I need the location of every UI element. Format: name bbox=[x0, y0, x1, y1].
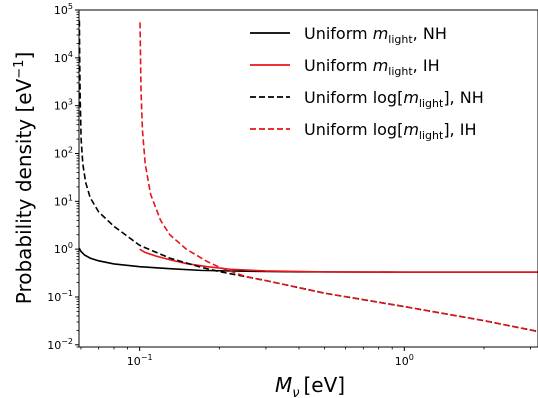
legend: Uniform mlight, NH Uniform mlight, IH Unif… bbox=[250, 24, 484, 142]
x-tick-label: 10−1 bbox=[127, 353, 153, 368]
x-tick-label: 100 bbox=[395, 353, 414, 368]
series-line-4 bbox=[139, 22, 538, 333]
series-layer bbox=[79, 20, 538, 333]
y-tick-label: 103 bbox=[54, 98, 73, 113]
y-tick-label: 105 bbox=[54, 2, 73, 17]
y-tick-label: 101 bbox=[54, 193, 73, 208]
x-axis-label-sub: ν bbox=[292, 386, 299, 398]
y-tick-label: 102 bbox=[54, 145, 73, 160]
y-axis-label-main: Probability density [eV bbox=[12, 78, 36, 304]
legend-label-2: Uniform mlight, IH bbox=[304, 56, 440, 78]
y-tick-label: 10−1 bbox=[47, 289, 73, 304]
y-tick-label: 10−2 bbox=[47, 337, 73, 352]
legend-label-1: Uniform mlight, NH bbox=[304, 24, 447, 46]
x-axis-label: Mν [eV] bbox=[275, 373, 345, 398]
legend-label-4: Uniform log[mlight], IH bbox=[304, 120, 476, 142]
y-tick-label: 100 bbox=[54, 241, 73, 256]
y-axis-label-rest: ] bbox=[12, 52, 36, 60]
series-line-2 bbox=[139, 248, 538, 273]
x-axis-label-main: M bbox=[275, 373, 292, 397]
plot-area bbox=[79, 10, 538, 347]
y-axis-label-sup: −1 bbox=[12, 60, 27, 79]
legend-label-3: Uniform log[mlight], NH bbox=[304, 88, 484, 110]
plot-frame bbox=[78, 9, 538, 348]
major-ticks: 10−2 10−1 100 101 102 103 104 105 10−1 100 bbox=[47, 2, 414, 368]
y-tick-label: 104 bbox=[54, 50, 73, 65]
y-axis-label: Probability density [eV−1] bbox=[12, 52, 36, 305]
x-axis-label-rest: [eV] bbox=[303, 373, 345, 397]
